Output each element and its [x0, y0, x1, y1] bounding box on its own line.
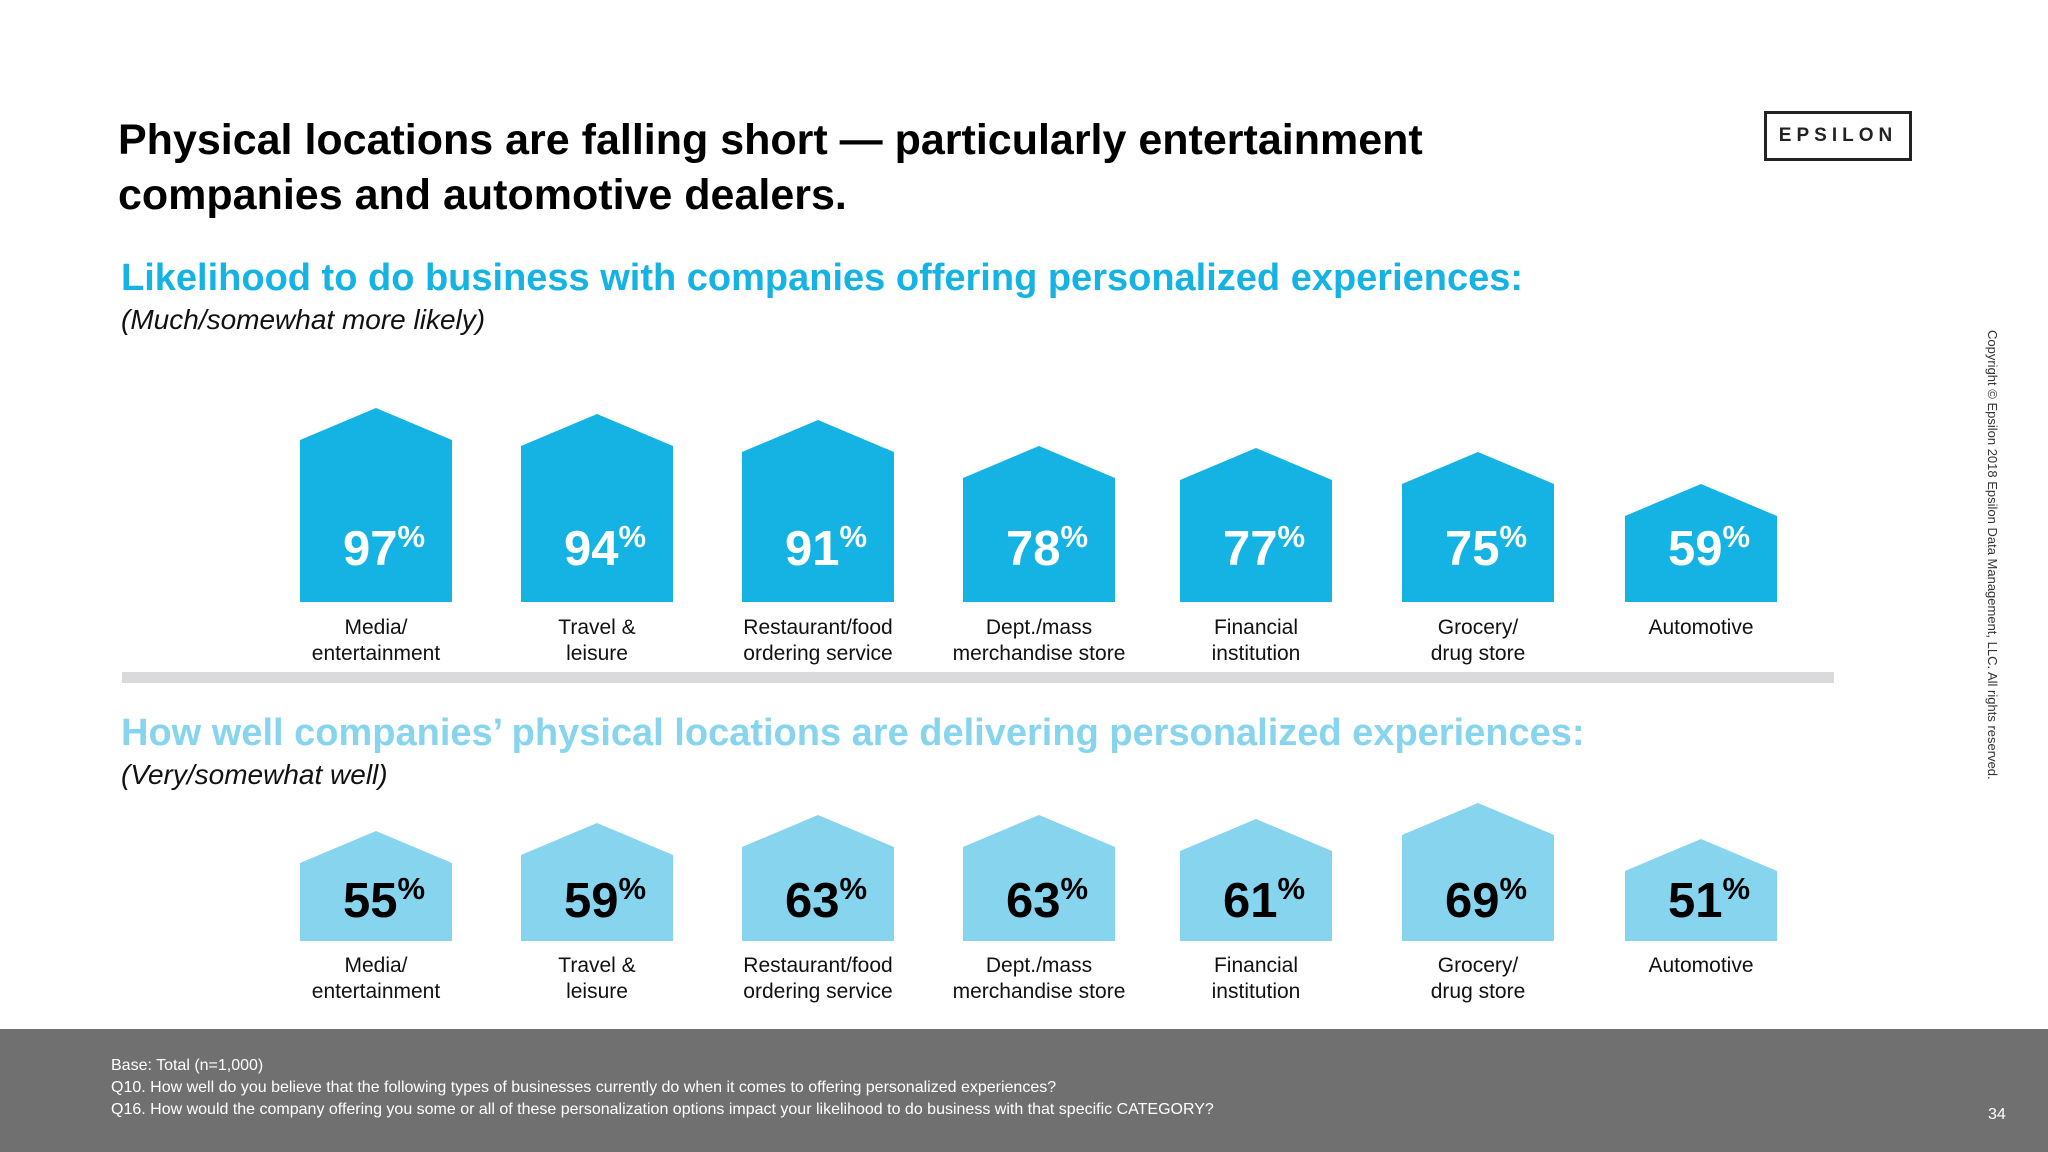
- chart-2-value-label-7: 51%: [1668, 871, 1750, 928]
- chart-1-category-label-3: Restaurant/food: [743, 616, 892, 639]
- chart-1-category-label-6: drug store: [1431, 642, 1526, 665]
- chart-2-category-label-4: Dept./mass: [986, 954, 1092, 977]
- section-divider: [122, 672, 1834, 683]
- chart-2-category-label-1: Media/: [344, 954, 407, 977]
- chart-1-value-label-3: 91%: [785, 519, 867, 576]
- chart-2-value-label-1: 55%: [343, 871, 425, 928]
- chart-2-bar-1: [300, 831, 452, 941]
- chart-2-value-label-6: 69%: [1445, 871, 1527, 928]
- chart-1-category-label-6: Grocery/: [1438, 616, 1519, 639]
- chart-2-bar-3: [742, 815, 894, 941]
- chart-1-category-label-5: institution: [1212, 642, 1301, 665]
- chart-2-category-label-1: entertainment: [312, 980, 441, 1003]
- chart-2-bar-2: [521, 823, 673, 941]
- chart-1-value-label-5: 77%: [1223, 519, 1305, 576]
- footnote-q10: Q10. How well do you believe that the fo…: [111, 1079, 1057, 1096]
- chart-1-category-label-7: Automotive: [1648, 616, 1753, 639]
- chart-1-bar-3: [742, 420, 894, 602]
- chart-2-category-label-5: Financial: [1214, 954, 1298, 977]
- chart-1-category-label-1: entertainment: [312, 642, 441, 665]
- chart-2-bar-6: [1402, 803, 1554, 941]
- chart-1-subtitle: (Much/somewhat more likely): [121, 304, 486, 335]
- chart-1-bar-1: [300, 408, 452, 602]
- epsilon-logo: EPSILON: [1764, 111, 1912, 161]
- chart-1-bar-7: [1625, 484, 1777, 602]
- footnote-q16: Q16. How would the company offering you …: [111, 1101, 1214, 1118]
- chart-2-category-label-6: drug store: [1431, 980, 1526, 1003]
- chart-1-value-label-6: 75%: [1445, 519, 1527, 576]
- chart-2-bar-5: [1180, 819, 1332, 941]
- chart-2-category-label-2: leisure: [566, 980, 628, 1003]
- chart-1-category-label-3: ordering service: [743, 642, 892, 665]
- chart-1-category-label-4: merchandise store: [953, 642, 1126, 665]
- chart-2-value-label-2: 59%: [564, 871, 646, 928]
- chart-1-category-label-5: Financial: [1214, 616, 1298, 639]
- chart-2-category-label-5: institution: [1212, 980, 1301, 1003]
- footnote-base: Base: Total (n=1,000): [111, 1057, 264, 1074]
- chart-2-bar-7: [1625, 839, 1777, 941]
- chart-1-category-label-4: Dept./mass: [986, 616, 1092, 639]
- chart-2-subtitle: (Very/somewhat well): [121, 759, 388, 790]
- chart-2-bar-4: [963, 815, 1115, 941]
- copyright-notice: Copyright © Epsilon 2018 Epsilon Data Ma…: [1985, 330, 2000, 780]
- chart-2-category-label-2: Travel &: [558, 954, 635, 977]
- chart-2-category-label-7: Automotive: [1648, 954, 1753, 977]
- chart-1-value-label-2: 94%: [564, 519, 646, 576]
- chart-1-title: Likelihood to do business with companies…: [121, 257, 1524, 299]
- chart-1-value-label-7: 59%: [1668, 519, 1750, 576]
- chart-2-value-label-3: 63%: [785, 871, 867, 928]
- footer-bar: Base: Total (n=1,000) Q10. How well do y…: [0, 1029, 2048, 1152]
- chart-1-category-label-2: leisure: [566, 642, 628, 665]
- chart-2-value-label-4: 63%: [1006, 871, 1088, 928]
- page-number: 34: [1988, 1106, 2006, 1123]
- chart-1-bar-4: [963, 446, 1115, 602]
- chart-2-category-label-3: Restaurant/food: [743, 954, 892, 977]
- page-title: Physical locations are falling short — p…: [118, 116, 1423, 219]
- chart-2-category-label-6: Grocery/: [1438, 954, 1519, 977]
- chart-1-value-label-4: 78%: [1006, 519, 1088, 576]
- chart-1-bar-5: [1180, 448, 1332, 602]
- chart-1-category-label-2: Travel &: [558, 616, 635, 639]
- chart-1-category-label-1: Media/: [344, 616, 407, 639]
- chart-1-bar-2: [521, 414, 673, 602]
- chart-1-bar-6: [1402, 452, 1554, 602]
- chart-2-category-label-4: merchandise store: [953, 980, 1126, 1003]
- chart-2-value-label-5: 61%: [1223, 871, 1305, 928]
- chart-2-category-label-3: ordering service: [743, 980, 892, 1003]
- chart-2-title: How well companies’ physical locations a…: [121, 712, 1585, 754]
- chart-1-value-label-1: 97%: [343, 519, 425, 576]
